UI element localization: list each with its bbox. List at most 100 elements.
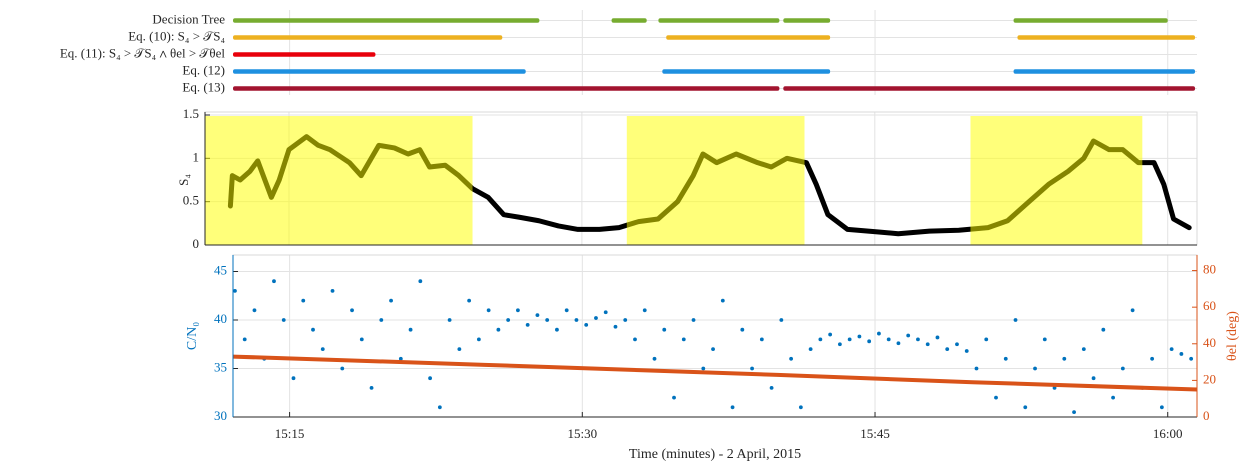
cn0-point (1130, 308, 1135, 313)
cn0-point (1033, 366, 1037, 371)
cn0-point (837, 342, 842, 347)
cn0-point (408, 327, 413, 332)
cn0-point (720, 298, 725, 303)
row-label: Eq. (12) (182, 62, 225, 77)
cn0-point (389, 298, 393, 303)
cn0-point (1189, 356, 1194, 361)
s4-panel: S₄ 0 0.5 1 1.5 (176, 106, 1198, 251)
segment (783, 86, 1196, 91)
cn0-point (955, 342, 959, 347)
cn0-point (1062, 356, 1067, 361)
cn0-point (447, 318, 452, 322)
cn0-point (330, 288, 335, 293)
y2-axis-label: θel (deg) (1225, 311, 1240, 361)
y-tick-label: 45 (214, 262, 227, 277)
cn0-point (379, 318, 384, 322)
cn0-point (281, 318, 286, 322)
cn0-point (555, 327, 559, 332)
row-label: Eq. (11): S₄ > 𝒯S₄ ∧ θel > 𝒯θel (60, 45, 226, 60)
highlight (205, 116, 473, 245)
cn0-point (672, 395, 676, 400)
cn0-point (916, 337, 920, 342)
cn0-point (847, 337, 852, 342)
cn0-point (1052, 385, 1057, 390)
y2-tick-label: 40 (1203, 335, 1216, 350)
cn0-point (779, 318, 784, 322)
cn0-point (623, 318, 628, 322)
cn0-point (759, 337, 764, 342)
cn0-point (1072, 410, 1076, 415)
cn0-point (350, 308, 354, 313)
segment (233, 86, 780, 91)
cn0-point (642, 308, 647, 313)
cn0-point (740, 327, 745, 332)
segment (662, 69, 831, 74)
cn0-point (701, 366, 706, 371)
segment (233, 18, 540, 23)
cn0-point (652, 356, 657, 361)
cn0-point (808, 347, 813, 351)
cn0-point (467, 298, 472, 303)
y2-tick-label: 60 (1203, 298, 1216, 313)
criteria-panel: Decision Tree Eq. (10): S₄ > 𝒯S₄ Eq. (11):… (60, 10, 1197, 95)
cn0-point (691, 318, 696, 322)
x-tick-label: 15:15 (275, 426, 305, 441)
cn0-point (730, 405, 735, 410)
cn0-point (896, 341, 901, 346)
segment (1017, 35, 1196, 40)
y-tick-label: 30 (214, 408, 227, 423)
cn0-point (574, 318, 579, 322)
cn0-point (476, 337, 481, 342)
axes-box (232, 254, 1198, 418)
elevation-line (232, 354, 1198, 392)
cn0-point (437, 405, 442, 410)
cn0-point (828, 332, 833, 337)
cn0-point (311, 327, 315, 332)
cn0-point (984, 337, 989, 342)
y2-tick-label: 20 (1203, 371, 1216, 386)
cn0-point (1023, 405, 1028, 410)
cn0-point (428, 376, 432, 381)
cn0-point (233, 288, 237, 293)
cn0-point (769, 385, 774, 390)
y2-tick-label: 80 (1203, 262, 1216, 277)
cn0-point (1042, 337, 1047, 342)
y-tick-label: 40 (214, 311, 227, 326)
cn0-point (1111, 395, 1115, 400)
cn0-point (506, 318, 511, 322)
y2-tick-label: 0 (1203, 408, 1210, 423)
cn0-point (535, 313, 540, 318)
cn0-point (906, 333, 911, 338)
y-tick-label: 35 (214, 359, 227, 374)
cn0-point (945, 347, 950, 351)
highlight (970, 116, 1143, 245)
cn0-point (545, 318, 550, 322)
segment (233, 35, 503, 40)
cn0-point (564, 308, 569, 313)
cn0-point (994, 395, 998, 400)
cn0-point (1179, 352, 1184, 356)
cn0-point (886, 337, 891, 342)
cn0-point (398, 356, 403, 361)
cn0-point (613, 324, 618, 329)
cn0-point (633, 337, 637, 342)
segment (783, 18, 831, 23)
cn0-point (301, 298, 306, 303)
y-tick-label: 0 (193, 236, 200, 251)
cn0-point (272, 279, 276, 284)
cn0-point (964, 349, 969, 353)
row-label: Decision Tree (152, 11, 225, 26)
cn0-point (798, 405, 803, 410)
cn0-point (516, 308, 520, 313)
cn0-point (359, 337, 364, 342)
x-axis-label: Time (minutes) - 2 April, 2015 (629, 447, 801, 462)
cn0-point (242, 337, 247, 342)
segment (233, 69, 526, 74)
cn0-point (1120, 366, 1125, 371)
cn0-point (877, 331, 881, 336)
cn0-point (418, 279, 423, 284)
row-label: Eq. (13) (182, 79, 225, 94)
segment (611, 18, 647, 23)
cn0-point (789, 356, 794, 361)
